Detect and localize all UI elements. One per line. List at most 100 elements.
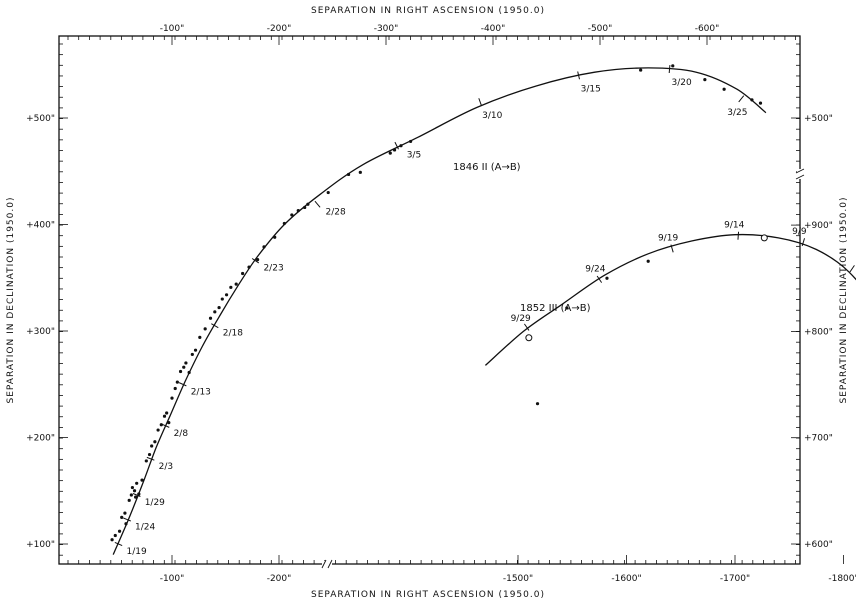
left-tick-label: +200" bbox=[26, 434, 55, 444]
date-tick-1846 bbox=[478, 98, 482, 106]
observation-point-1846 bbox=[671, 64, 675, 68]
observation-point-1846 bbox=[113, 533, 117, 538]
date-label-1852: 9/14 bbox=[724, 221, 744, 231]
observation-point-1846 bbox=[144, 459, 148, 463]
observation-point-1846 bbox=[392, 148, 397, 152]
observation-point-1846 bbox=[213, 310, 217, 314]
right-tick-label: +600" bbox=[804, 540, 833, 550]
date-label-1846: 3/5 bbox=[407, 151, 421, 161]
date-label-1852: 9/24 bbox=[585, 264, 605, 274]
bottom-tick-label: -200" bbox=[267, 574, 292, 584]
observation-point-1846 bbox=[147, 452, 152, 457]
observation-point-1846 bbox=[273, 235, 277, 239]
observation-point-1846 bbox=[399, 144, 403, 148]
bottom-tick-label: -1500" bbox=[503, 574, 533, 584]
observation-point-1846 bbox=[153, 440, 157, 444]
date-tick-1846 bbox=[251, 258, 260, 264]
observation-point-1846 bbox=[241, 271, 245, 276]
observation-point-1846 bbox=[120, 515, 124, 519]
date-label-1846: 2/3 bbox=[159, 462, 173, 472]
date-tick-1846 bbox=[314, 200, 321, 208]
observation-point-1846 bbox=[229, 285, 233, 289]
date-tick-1846 bbox=[146, 456, 155, 461]
observation-point-1846 bbox=[124, 522, 128, 526]
date-label-1846: 3/20 bbox=[672, 78, 692, 88]
date-tick-1846 bbox=[123, 517, 131, 522]
date-tick-1852 bbox=[596, 275, 603, 283]
date-tick-1846 bbox=[114, 541, 123, 547]
left-tick-label: +500" bbox=[26, 114, 55, 124]
observation-point-1846 bbox=[182, 365, 186, 369]
observation-point-1846 bbox=[256, 258, 260, 262]
observation-point-1846 bbox=[220, 297, 224, 301]
bottom-axis-title: SEPARATION IN RIGHT ASCENSION (1950.0) bbox=[311, 590, 545, 600]
observation-point-1846 bbox=[208, 316, 213, 320]
observation-point-1846 bbox=[217, 305, 221, 310]
right-tick-label: +500" bbox=[804, 114, 833, 124]
bottom-tick-label: -1700" bbox=[720, 574, 750, 584]
observation-point-1846 bbox=[117, 529, 122, 533]
date-label-1846: 1/24 bbox=[135, 523, 155, 533]
observation-point-1846 bbox=[388, 151, 392, 155]
observation-point-1846 bbox=[247, 265, 251, 269]
bottom-tick-label: -100" bbox=[160, 574, 185, 584]
observation-point-1846 bbox=[326, 190, 330, 195]
observation-point-1846 bbox=[282, 221, 286, 226]
observation-point-1846 bbox=[130, 485, 135, 490]
observation-point-1846 bbox=[758, 101, 763, 105]
observation-point-1846 bbox=[198, 335, 202, 339]
bottom-tick-label: -1800" bbox=[828, 574, 856, 584]
observation-point-1846 bbox=[193, 348, 198, 352]
date-label-1846: 3/25 bbox=[727, 108, 747, 118]
observation-point-1852 bbox=[646, 259, 650, 263]
observation-point-1846 bbox=[110, 538, 114, 542]
left-tick-label: +100" bbox=[26, 540, 55, 550]
series-layer bbox=[110, 64, 856, 555]
observation-point-1846 bbox=[234, 282, 238, 286]
observation-point-1846 bbox=[224, 293, 229, 297]
series-label-1852: 1852 III (A→B) bbox=[520, 303, 591, 314]
date-label-1846: 2/13 bbox=[191, 387, 211, 397]
observation-point-1846 bbox=[203, 327, 207, 331]
bottom-axis-break-gap bbox=[322, 561, 332, 567]
top-tick-label: -100" bbox=[160, 24, 185, 34]
orbit-curve-1846 bbox=[112, 67, 767, 555]
observation-point-1846 bbox=[127, 498, 131, 502]
date-label-1852: 9/29 bbox=[511, 314, 531, 324]
observation-point-1846 bbox=[184, 361, 188, 365]
observation-point-1852 bbox=[605, 276, 609, 280]
date-tick-1852 bbox=[849, 265, 855, 273]
label-layer: SEPARATION IN RIGHT ASCENSION (1950.0) SE… bbox=[6, 6, 856, 600]
top-tick-label: -300" bbox=[374, 24, 399, 34]
right-tick-label: +900" bbox=[804, 221, 833, 231]
observation-point-1846 bbox=[262, 245, 266, 249]
date-tick-1852 bbox=[801, 238, 806, 247]
observation-point-1846 bbox=[156, 428, 160, 432]
observation-point-1846 bbox=[290, 213, 294, 217]
date-label-1846: 2/18 bbox=[223, 329, 243, 339]
date-tick-1846 bbox=[161, 423, 170, 428]
top-tick-label: -200" bbox=[267, 24, 292, 34]
left-tick-label: +400" bbox=[26, 221, 55, 231]
plot-frame bbox=[58, 35, 801, 565]
observation-point-1846 bbox=[135, 481, 139, 485]
observation-point-1846 bbox=[123, 511, 127, 515]
observation-point-1846 bbox=[150, 444, 154, 448]
observation-point-1846 bbox=[346, 172, 351, 177]
observation-point-1846 bbox=[167, 420, 171, 425]
observation-point-1846 bbox=[175, 380, 179, 384]
date-label-1846: 1/19 bbox=[127, 547, 147, 557]
observation-point-1846 bbox=[306, 202, 310, 206]
date-tick-1846 bbox=[577, 71, 581, 80]
date-tick-1846 bbox=[738, 95, 745, 103]
observation-point-1846 bbox=[409, 139, 413, 144]
observation-point-1846 bbox=[187, 370, 191, 375]
observation-point-1846 bbox=[137, 492, 141, 496]
observation-point-1846 bbox=[129, 493, 133, 497]
top-tick-label: -400" bbox=[481, 24, 506, 34]
observation-point-1846 bbox=[162, 414, 167, 418]
observation-point-1846 bbox=[639, 68, 643, 72]
observation-point-1846 bbox=[722, 87, 726, 91]
date-label-1846: 3/10 bbox=[482, 111, 502, 121]
date-label-1846: 3/15 bbox=[581, 84, 601, 94]
